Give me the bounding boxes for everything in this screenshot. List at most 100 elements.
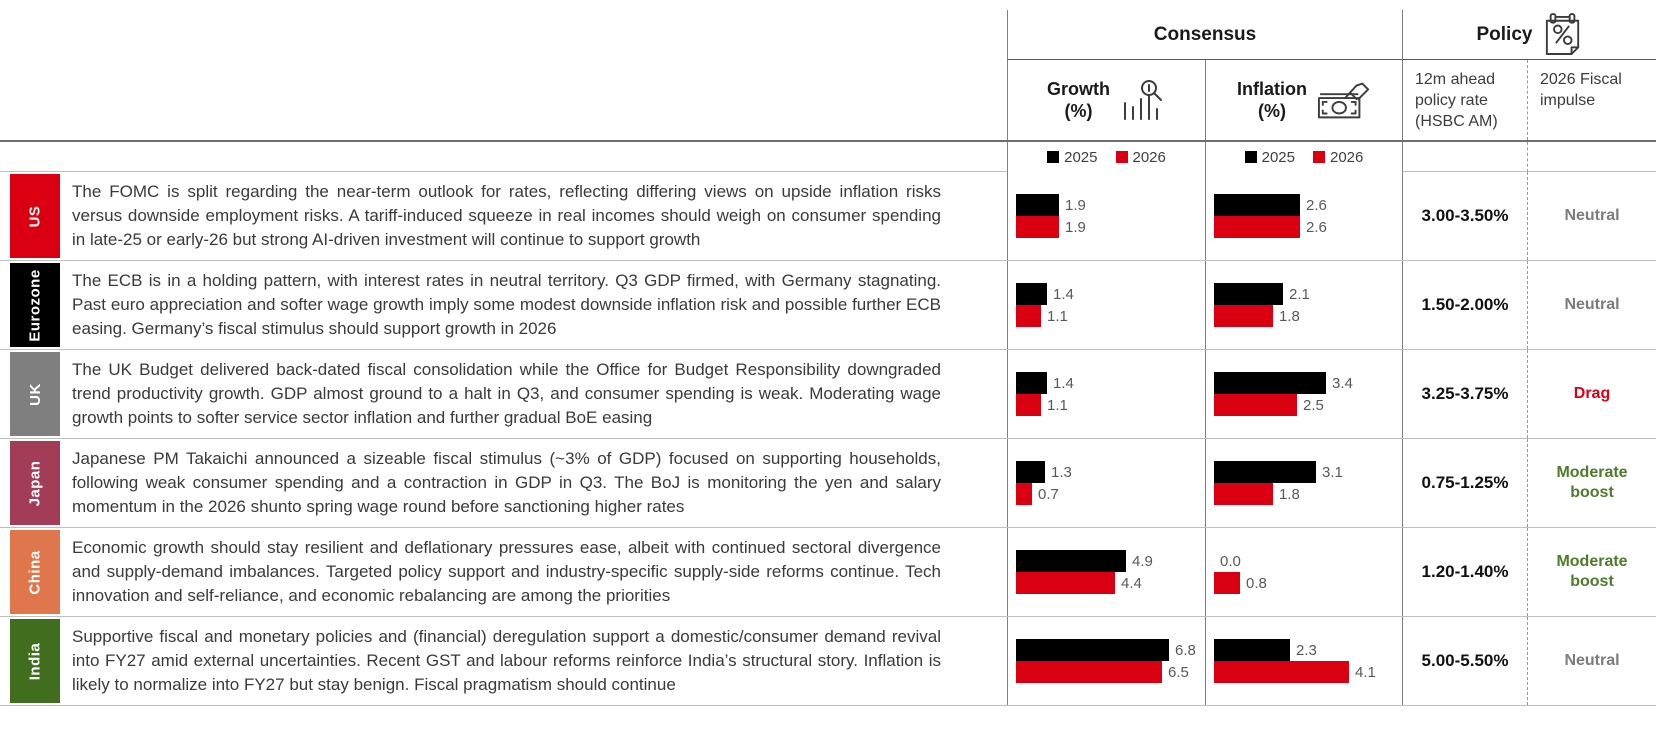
growth-bar-2025: 1.4 [1016, 283, 1205, 305]
policy-rate-value: 3.25-3.75% [1421, 384, 1509, 403]
growth-bar-2026: 1.9 [1016, 216, 1205, 238]
country-name: China [26, 549, 44, 595]
fiscal-impulse-cell: Moderate boost [1527, 439, 1656, 527]
fiscal-impulse-cell: Neutral [1527, 261, 1656, 349]
legend-item-2025: 2025 [1244, 148, 1295, 166]
inflation-bars-cell: 2.3 4.1 [1205, 617, 1402, 705]
bar-segment [1016, 305, 1041, 327]
policy-rate-value: 5.00-5.50% [1421, 651, 1509, 670]
inflation-bar-value: 3.4 [1332, 374, 1353, 392]
fiscal-impulse-value: Neutral [1564, 652, 1620, 669]
bar-segment [1016, 194, 1059, 216]
bar-segment [1214, 572, 1240, 594]
growth-column-header: Growth (%) [1007, 60, 1205, 140]
growth-bar-value: 1.4 [1053, 374, 1074, 392]
header-top-row: Consensus Policy [0, 10, 1656, 60]
policy-rate-cell: 5.00-5.50% [1402, 617, 1527, 705]
growth-bars-cell: 6.8 6.5 [1007, 617, 1205, 705]
calendar-percent-icon [1546, 12, 1580, 55]
country-row-eurozone: Eurozone The ECB is in a holding pattern,… [0, 260, 1656, 349]
growth-bar-value: 1.9 [1065, 218, 1086, 236]
commentary-cell: The UK Budget delivered back-dated fisca… [60, 350, 1007, 438]
row-left-pad [0, 617, 10, 705]
country-label-cell: US [10, 172, 60, 260]
bar-segment [1016, 483, 1032, 505]
header-sub-spacer [0, 60, 1007, 140]
growth-bar-2025: 4.9 [1016, 550, 1205, 572]
inflation-bar-2026: 1.8 [1214, 305, 1402, 327]
inflation-bar-2026: 0.8 [1214, 572, 1402, 594]
inflation-bar-2026: 4.1 [1214, 661, 1402, 683]
row-left-pad [0, 261, 10, 349]
legend-2025-label: 2025 [1261, 148, 1295, 166]
bar-segment [1016, 216, 1059, 238]
policy-rate-cell: 1.50-2.00% [1402, 261, 1527, 349]
country-row-india: India Supportive fiscal and monetary poli… [0, 616, 1656, 706]
consensus-label: Consensus [1153, 23, 1257, 45]
fiscal-impulse-cell: Moderate boost [1527, 528, 1656, 616]
growth-bar-2025: 1.4 [1016, 372, 1205, 394]
policy-rate-cell: 3.25-3.75% [1402, 350, 1527, 438]
inflation-unit-text: (%) [1258, 101, 1286, 121]
commentary-cell: The FOMC is split regarding the near-ter… [60, 172, 1007, 260]
commentary-text: The UK Budget delivered back-dated fisca… [72, 360, 941, 427]
country-name: US [26, 205, 44, 227]
growth-bar-value: 4.9 [1132, 552, 1153, 570]
inflation-bars-cell: 3.4 2.5 [1205, 350, 1402, 438]
legend-2026-swatch [1115, 151, 1128, 163]
country-chip: UK [10, 352, 60, 436]
legend-item-2026: 2026 [1115, 148, 1166, 166]
country-rows: US The FOMC is split regarding the near-t… [0, 172, 1656, 706]
row-left-pad [0, 172, 10, 260]
growth-unit-text: (%) [1064, 101, 1093, 121]
bar-chart-magnifier-icon [1124, 80, 1162, 120]
commentary-text: Supportive fiscal and monetary policies … [72, 627, 941, 694]
fiscal-impulse-value: Moderate boost [1556, 464, 1628, 501]
bar-segment [1016, 372, 1047, 394]
macro-outlook-table: Consensus Policy Growth (%) [0, 10, 1656, 706]
inflation-bar-2025: 2.3 [1214, 639, 1402, 661]
legend-item-2026: 2026 [1313, 149, 1363, 166]
legend-2025-swatch [1244, 151, 1257, 163]
policy-rate-column-header: 12m ahead policy rate (HSBC AM) [1402, 60, 1527, 140]
inflation-bars-cell: 2.6 2.6 [1205, 172, 1402, 260]
commentary-text: Japanese PM Takaichi announced a sizeabl… [72, 449, 941, 516]
growth-legend: 2025 2026 [1007, 142, 1205, 172]
legend-row-impulse-spacer [1527, 142, 1656, 172]
growth-bar-2026: 4.4 [1016, 572, 1205, 594]
country-chip: Japan [10, 441, 60, 525]
inflation-bar-value: 2.3 [1296, 641, 1317, 659]
growth-bar-value: 1.9 [1065, 196, 1086, 214]
policy-rate-cell: 3.00-3.50% [1402, 172, 1527, 260]
bar-segment [1016, 661, 1162, 683]
commentary-text: The FOMC is split regarding the near-ter… [72, 182, 941, 249]
row-left-pad [0, 439, 10, 527]
inflation-column-header: Inflation (%) [1205, 60, 1402, 140]
growth-bar-2026: 1.1 [1016, 394, 1205, 416]
growth-bars-cell: 1.4 1.1 [1007, 350, 1205, 438]
growth-header-label: Growth (%) [1047, 78, 1110, 123]
inflation-bar-value: 2.6 [1306, 196, 1327, 214]
growth-bar-2025: 6.8 [1016, 639, 1205, 661]
bar-segment [1214, 283, 1283, 305]
commentary-cell: The ECB is in a holding pattern, with in… [60, 261, 1007, 349]
commentary-cell: Economic growth should stay resilient an… [60, 528, 1007, 616]
growth-bar-value: 1.4 [1053, 285, 1074, 303]
inflation-legend: 2025 2026 [1205, 142, 1402, 172]
growth-bar-value: 1.1 [1047, 307, 1068, 325]
bar-segment [1214, 661, 1349, 683]
legend-2026-label: 2026 [1330, 148, 1364, 166]
growth-bar-value: 6.5 [1168, 663, 1189, 681]
policy-rate-cell: 0.75-1.25% [1402, 439, 1527, 527]
legend-item-2025: 2025 [1047, 149, 1098, 166]
inflation-bars-cell: 3.1 1.8 [1205, 439, 1402, 527]
growth-bars-cell: 1.4 1.1 [1007, 261, 1205, 349]
bar-segment [1016, 572, 1115, 594]
fiscal-impulse-cell: Neutral [1527, 617, 1656, 705]
bar-segment [1214, 194, 1300, 216]
policy-rate-value: 1.50-2.00% [1421, 295, 1509, 314]
inflation-bar-value: 2.5 [1303, 396, 1324, 414]
policy-rate-value: 3.00-3.50% [1421, 206, 1509, 225]
legend-2026-label: 2026 [1132, 148, 1166, 166]
inflation-bar-2025: 3.4 [1214, 372, 1402, 394]
